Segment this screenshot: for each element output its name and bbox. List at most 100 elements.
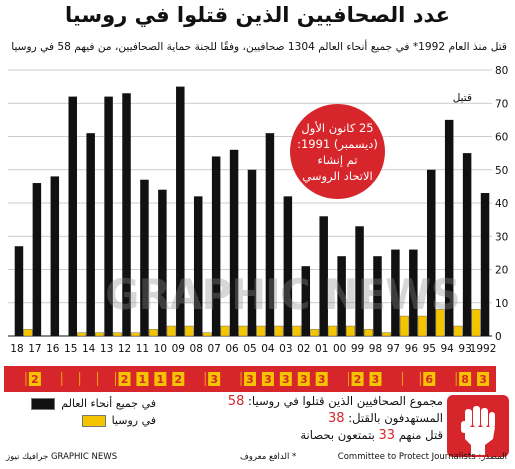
x-tick-label: 04 [261,343,275,355]
bar-russia-10 [148,329,158,337]
strip-cell-01 [315,372,328,386]
strip-cell-17 [28,372,41,386]
bar-russia-02 [292,325,302,337]
bar-world-1992 [480,193,490,336]
strip-value-17: 2 [31,373,39,386]
x-tick-label: 1992 [470,343,497,355]
raised-fist-icon [447,395,509,457]
bar-russia-11 [130,332,140,337]
strip-cell-98 [369,372,382,386]
bar-world-98 [373,256,382,336]
bar-world-94 [444,119,454,336]
legend-item-world: في جميع أنحاء العالم [6,397,156,410]
x-tick-label: 14 [82,343,96,355]
strip-value-01: 3 [318,373,326,386]
strip-value-10: 1 [157,373,165,386]
bar-world-95 [427,169,436,336]
x-tick-label: 09 [172,343,185,355]
y-tick-label: 0 [495,331,502,343]
strip-cell-12 [118,372,131,386]
x-tick-label: 93 [458,343,471,355]
legend: في جميع أنحاء العالم في روسيا [6,397,156,439]
strip-cell-11 [136,372,149,386]
x-tick-label: 02 [297,343,310,355]
callout-line-3: تم إنشاء [317,152,358,167]
legend-label-russia: في روسيا [111,414,156,427]
bar-russia-04 [256,325,266,337]
bar-russia-17 [23,329,33,337]
credit: GRAPHIC NEWS جرافيك نيوز [6,452,118,462]
bar-russia-00 [328,325,338,337]
x-tick-label: 95 [423,343,436,355]
strip-value-09: 2 [174,373,182,386]
y-axis-unit-label: قتيل [453,92,472,104]
callout-line-4: الاتحاد الروسي [302,168,373,183]
y-tick-label: 50 [495,165,508,177]
bar-russia-13 [95,332,105,337]
stats-line-1-value: 58 [227,394,245,409]
strip-value-07: 3 [210,373,218,386]
strip-value-95: 6 [425,373,433,386]
x-tick-label: 98 [369,343,382,355]
x-tick-label: 05 [243,343,256,355]
strip-cell-99 [351,372,364,386]
callout-circle: 25 كانون الأول (ديسمبر) 1991: تم إنشاء ا… [290,104,385,199]
stats-line-2: المستهدفون بالقتل: 38 [183,410,443,427]
legend-swatch-russia [81,414,106,427]
x-tick-label: 10 [154,343,167,355]
raised-fist-icon-graphic [461,406,495,455]
x-tick-label: 06 [225,343,239,355]
bar-world-12 [122,93,131,337]
x-tick-label: 12 [118,343,131,355]
x-tick-label: 03 [279,343,292,355]
strip-value-11: 1 [139,373,147,386]
y-tick-label: 70 [495,98,508,110]
x-tick-label: 00 [333,343,346,355]
bar-world-96 [409,249,418,336]
bar-world-10 [158,189,167,336]
callout-line-1: 25 كانون الأول [301,120,374,135]
stats-line-3: قتل منهم 33 بتمتعون بحصانة [183,427,443,444]
bar-russia-93 [453,325,463,337]
x-tick-label: 08 [190,343,203,355]
bar-russia-97 [381,332,391,337]
bar-world-02 [301,266,311,336]
bar-russia-06 [220,325,230,337]
y-tick-label: 10 [495,298,508,310]
y-tick-label: 80 [495,65,508,77]
bar-world-99 [355,226,364,336]
bar-world-03 [283,196,293,336]
bar-russia-01 [310,329,320,337]
bar-russia-94 [435,309,445,337]
chart-title: عدد الصحافيين الذين قتلوا في روسيا [65,3,450,27]
bar-world-14 [86,133,95,336]
strip-value-93: 8 [461,373,469,386]
x-tick-label: 96 [405,343,419,355]
strip-cell-95 [423,372,436,386]
y-tick-label: 60 [495,132,508,144]
y-tick-label: 20 [495,265,508,277]
chart-subtitle: قتل منذ العام 1992* في جميع أنحاء العالم… [11,41,507,53]
bar-world-11 [140,179,149,336]
bar-russia-95 [417,315,427,337]
bar-world-16 [50,176,60,336]
x-tick-label: 11 [136,343,149,355]
strip-value-99: 2 [354,373,362,386]
source-note: المصدر: Committee to Protect Journalists [337,452,507,462]
strip-cell-1992 [477,372,490,386]
bar-world-97 [391,249,400,336]
bar-russia-07 [202,332,212,337]
y-tick-label: 40 [495,198,508,210]
callout-line-2: (ديسمبر) 1991: [297,136,378,151]
strip-value-02: 3 [300,373,308,386]
strip-value-98: 3 [372,373,380,386]
x-tick-label: 18 [10,343,23,355]
strip-cell-93 [459,372,472,386]
bar-russia-03 [274,325,284,337]
bar-russia-98 [364,329,373,337]
x-tick-label: 17 [28,343,41,355]
strip-cell-07 [208,372,221,386]
stats-line-2-value: 38 [327,411,345,426]
